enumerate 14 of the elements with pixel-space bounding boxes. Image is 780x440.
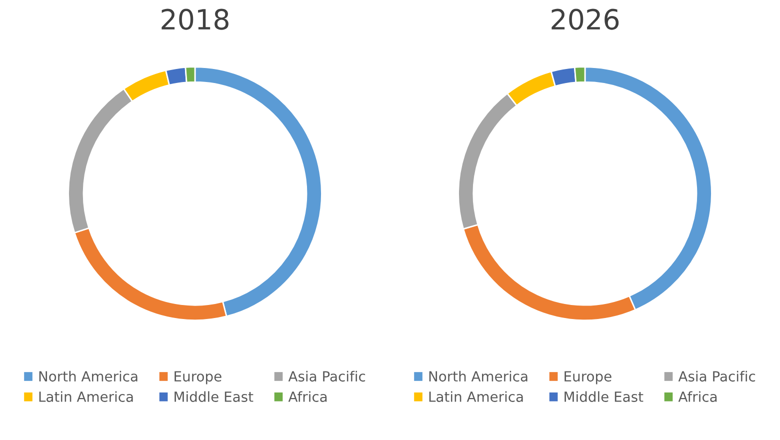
legend-label: Europe [564,371,612,384]
legend-label: Europe [174,371,222,384]
legend-label: Middle East [564,391,644,402]
legend-label: North America [429,370,528,382]
legend-label: Middle East [174,391,254,402]
legend-label: Africa [678,391,717,402]
chart-title: 2026 [552,8,619,30]
chart-title: 2018 [162,8,228,30]
legend-label: Africa [288,391,327,402]
legend-label: North America [39,370,138,382]
legend-label: Asia Pacific [678,370,756,382]
legend-label: Latin America [39,391,133,402]
legend-label: Asia Pacific [288,370,366,382]
legend-label: Latin America [429,391,523,402]
